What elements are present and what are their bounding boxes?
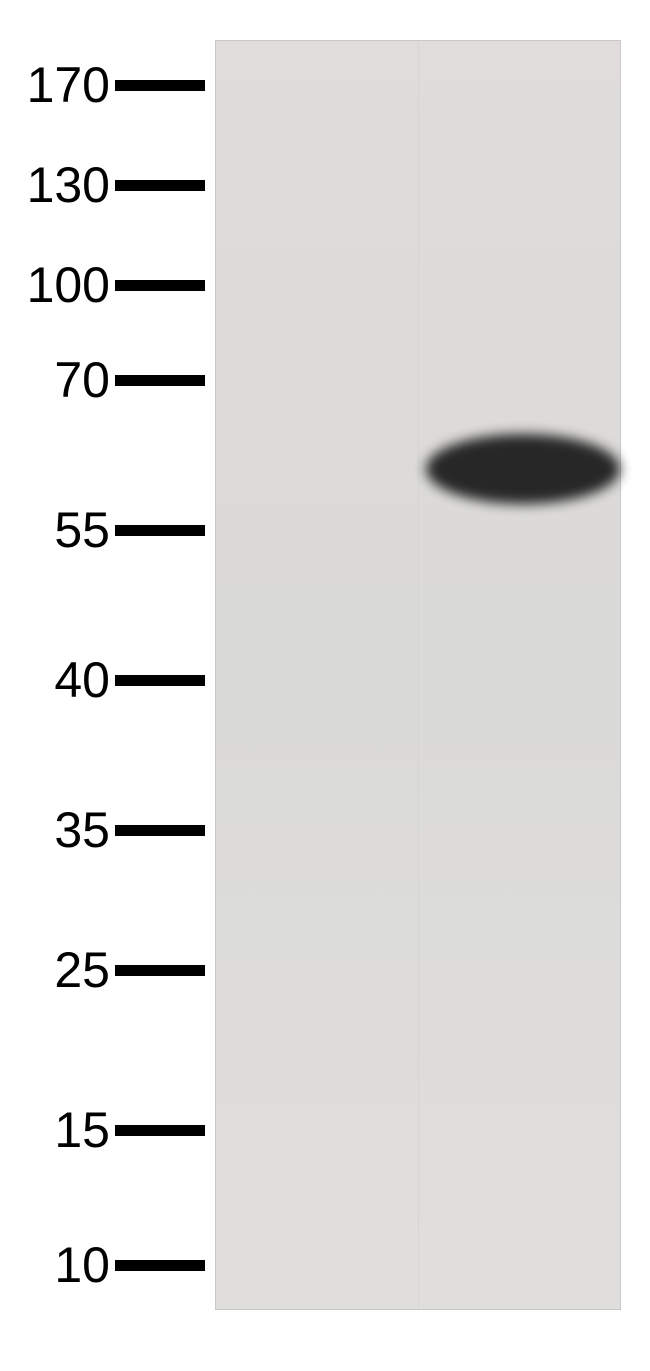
ladder-tick: [115, 180, 205, 191]
ladder-mark: 35: [0, 805, 215, 855]
ladder-mark: 70: [0, 355, 215, 405]
ladder-mark: 55: [0, 505, 215, 555]
ladder-mark: 40: [0, 655, 215, 705]
protein-band: [426, 434, 620, 504]
ladder-tick: [115, 965, 205, 976]
ladder-label: 10: [0, 1240, 110, 1290]
ladder-mark: 130: [0, 160, 215, 210]
ladder-label: 70: [0, 355, 110, 405]
ladder-tick: [115, 280, 205, 291]
ladder-tick: [115, 1125, 205, 1136]
ladder-label: 170: [0, 60, 110, 110]
ladder-tick: [115, 825, 205, 836]
western-blot-membrane: [215, 40, 621, 1310]
ladder-tick: [115, 525, 205, 536]
ladder-mark: 100: [0, 260, 215, 310]
ladder-tick: [115, 80, 205, 91]
ladder-label: 35: [0, 805, 110, 855]
ladder-tick: [115, 1260, 205, 1271]
ladder-label: 25: [0, 945, 110, 995]
ladder-mark: 170: [0, 60, 215, 110]
ladder-mark: 10: [0, 1240, 215, 1290]
molecular-weight-ladder: 170 130 100 70 55 40 35 25 15 10: [0, 40, 215, 1310]
ladder-label: 15: [0, 1105, 110, 1155]
ladder-label: 40: [0, 655, 110, 705]
ladder-label: 100: [0, 260, 110, 310]
ladder-tick: [115, 675, 205, 686]
ladder-mark: 25: [0, 945, 215, 995]
ladder-mark: 15: [0, 1105, 215, 1155]
ladder-tick: [115, 375, 205, 386]
ladder-label: 55: [0, 505, 110, 555]
ladder-label: 130: [0, 160, 110, 210]
lane-divider: [418, 41, 419, 1309]
